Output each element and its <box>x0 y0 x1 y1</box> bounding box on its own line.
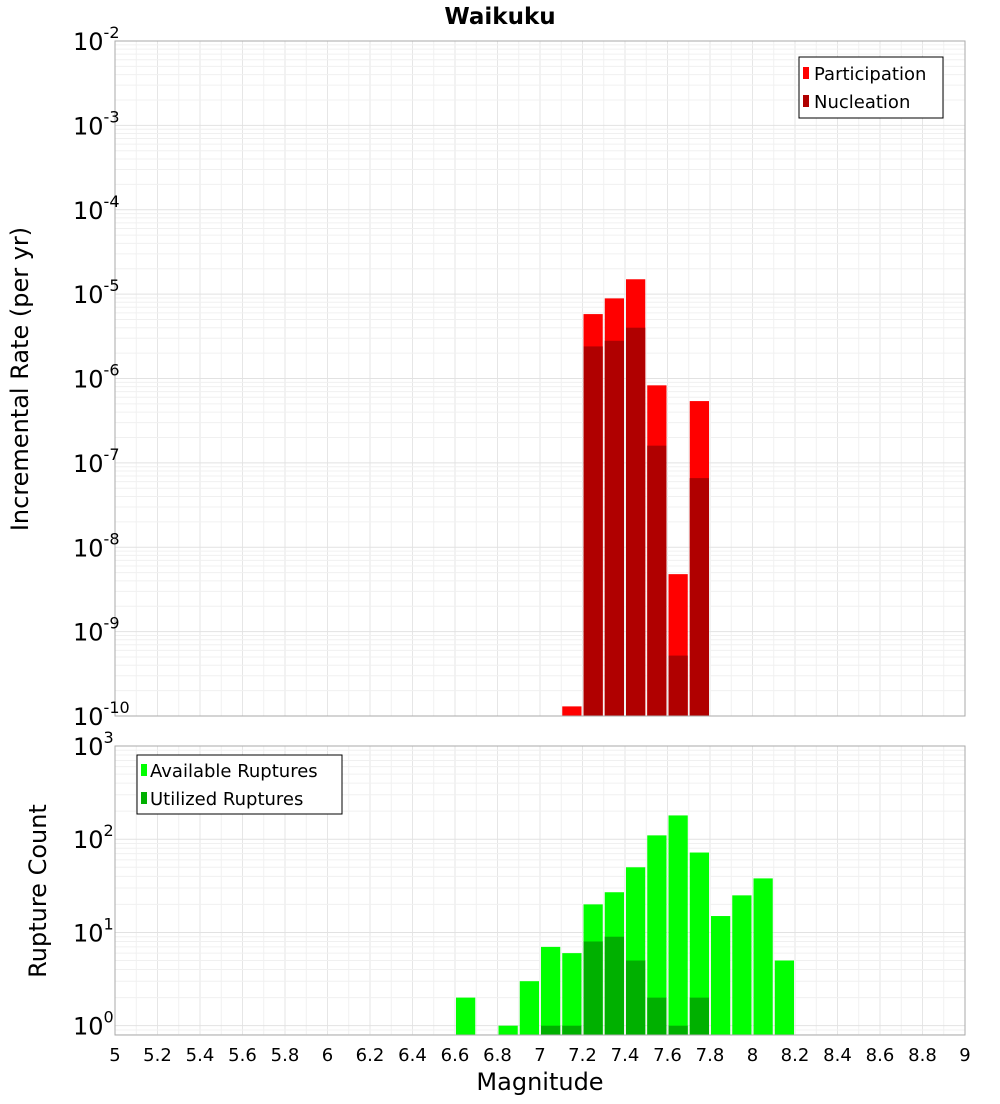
x-tick-label: 5.6 <box>228 1045 257 1066</box>
rate-bar-nucleation <box>689 478 709 716</box>
x-tick-label: 6.8 <box>483 1045 512 1066</box>
count-bar-available-ruptures <box>732 895 752 1035</box>
rate-plot-border <box>114 40 966 717</box>
count-bar-available-ruptures <box>541 946 561 1035</box>
count-y-tick-label: 102 <box>73 821 114 854</box>
count-bar-utilized-ruptures <box>562 1025 582 1035</box>
rate-legend: Participation Nucleation <box>798 56 944 119</box>
count-bar-utilized-ruptures <box>541 1025 561 1035</box>
count-bar-available-ruptures <box>689 852 709 1035</box>
x-tick-label: 7 <box>534 1045 545 1066</box>
legend-swatch-available <box>141 764 147 776</box>
rate-y-tick-label: 10-8 <box>73 529 120 562</box>
rate-y-tick-label: 10-4 <box>73 192 120 225</box>
rate-bar-nucleation <box>604 340 624 716</box>
rate-gridlines <box>114 41 966 717</box>
count-y-tick-label: 101 <box>73 914 114 947</box>
x-tick-label: 8.8 <box>908 1045 937 1066</box>
count-bar-available-ruptures <box>774 960 794 1035</box>
rate-y-tick-label: 10-7 <box>73 445 120 478</box>
legend-label-available: Available Ruptures <box>150 761 318 782</box>
x-tick-label: 8.4 <box>823 1045 852 1066</box>
count-y-tick-label: 100 <box>73 1008 114 1041</box>
x-tick-label: 8 <box>747 1045 758 1066</box>
rate-y-tick-label: 10-5 <box>73 276 120 309</box>
chart-title: Waikuku <box>444 4 555 30</box>
x-tick-label: 8.2 <box>781 1045 810 1066</box>
rate-panel: 10-2 10-3 10-4 10-5 10-6 10-7 10-8 10-9 10-10 In… <box>6 23 966 731</box>
count-bar-utilized-ruptures <box>583 941 603 1035</box>
count-bar-utilized-ruptures <box>668 1025 688 1035</box>
count-bars <box>456 815 794 1035</box>
legend-label-participation: Participation <box>814 64 926 85</box>
count-bar-available-ruptures <box>668 815 688 1035</box>
x-tick-label: 6.2 <box>356 1045 385 1066</box>
rate-y-ticks: 10-2 10-3 10-4 10-5 10-6 10-7 10-8 10-9 10-10 <box>73 23 130 731</box>
x-tick-label: 5.8 <box>271 1045 300 1066</box>
legend-swatch-participation <box>803 67 809 79</box>
count-bar-available-ruptures <box>711 916 731 1035</box>
rate-bar-nucleation <box>668 655 688 716</box>
legend-swatch-nucleation <box>803 95 809 107</box>
rate-bar-nucleation <box>647 445 667 716</box>
rate-y-tick-label: 10-3 <box>73 107 120 140</box>
count-y-axis-label: Rupture Count <box>24 804 52 978</box>
legend-label-nucleation: Nucleation <box>814 92 910 113</box>
count-bar-utilized-ruptures <box>626 960 646 1035</box>
rate-bars <box>562 279 709 716</box>
rate-y-tick-label: 10-10 <box>73 698 130 731</box>
count-bar-available-ruptures <box>519 981 539 1035</box>
x-axis-label: Magnitude <box>476 1068 603 1096</box>
rate-y-tick-label: 10-6 <box>73 361 120 394</box>
count-bar-utilized-ruptures <box>647 997 667 1035</box>
count-bar-available-ruptures <box>562 953 582 1035</box>
count-legend: Available Ruptures Utilized Ruptures <box>136 754 343 815</box>
count-plot-border <box>114 745 966 1036</box>
x-axis-ticks: 5 5.2 5.4 5.6 5.8 6 6.2 6.4 6.6 6.8 7 7.2 7.4 7.6 7.8 8… <box>109 1045 970 1066</box>
x-tick-label: 5.4 <box>186 1045 215 1066</box>
count-bar-available-ruptures <box>753 878 773 1035</box>
count-legend-box <box>136 754 343 815</box>
x-tick-label: 7.6 <box>653 1045 682 1066</box>
x-tick-label: 5 <box>109 1045 120 1066</box>
x-tick-label: 6.4 <box>398 1045 427 1066</box>
rate-bar-participation <box>562 706 582 716</box>
count-bar-available-ruptures <box>647 835 667 1035</box>
legend-label-utilized: Utilized Ruptures <box>150 789 303 810</box>
rate-y-tick-label: 10-2 <box>73 23 120 56</box>
count-bar-utilized-ruptures <box>689 997 709 1035</box>
x-tick-label: 5.2 <box>143 1045 172 1066</box>
count-bar-available-ruptures <box>456 997 476 1035</box>
x-tick-label: 7.4 <box>611 1045 640 1066</box>
count-y-tick-label: 103 <box>73 728 114 761</box>
count-panel: 103 102 101 100 Rupture Count Available Rup… <box>24 728 966 1041</box>
x-tick-label: 6.6 <box>441 1045 470 1066</box>
x-tick-label: 9 <box>959 1045 970 1066</box>
x-tick-label: 8.6 <box>866 1045 895 1066</box>
rate-bar-nucleation <box>626 327 646 716</box>
rate-legend-box <box>798 56 944 119</box>
x-tick-label: 7.2 <box>568 1045 597 1066</box>
rate-y-tick-label: 10-9 <box>73 614 120 647</box>
legend-swatch-utilized <box>141 792 147 804</box>
count-bar-available-ruptures <box>498 1025 518 1035</box>
x-tick-label: 7.8 <box>696 1045 725 1066</box>
x-tick-label: 6 <box>322 1045 333 1066</box>
count-y-ticks: 103 102 101 100 <box>73 728 114 1041</box>
rate-bar-nucleation <box>583 346 603 716</box>
count-bar-utilized-ruptures <box>604 936 624 1035</box>
rate-y-axis-label: Incremental Rate (per yr) <box>6 227 34 531</box>
